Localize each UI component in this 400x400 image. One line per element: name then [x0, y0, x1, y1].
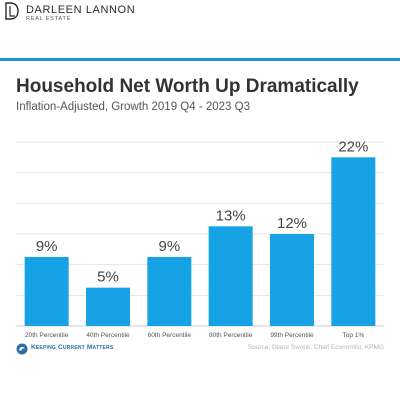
kcm-swirl-icon — [16, 343, 28, 355]
x-tick-label-3: 60th Percentile — [148, 332, 192, 339]
bar-chart: 9% 20th Percentile 5% 40th Percentile 9% 60th… — [0, 122, 400, 344]
x-tick-label-4: 80th Percentile — [209, 332, 253, 339]
bar-chart-svg: 9% 20th Percentile 5% 40th Percentile 9% 60th… — [16, 138, 384, 339]
bar-4 — [208, 226, 253, 326]
x-tick-label-2: 40th Percentile — [86, 332, 130, 339]
chart-subtitle: Inflation-Adjusted, Growth 2019 Q4 - 202… — [16, 101, 250, 113]
source-note: Source: Diane Swonk, Chief Economist, KP… — [247, 344, 384, 351]
dl-monogram-icon — [5, 2, 19, 20]
publisher-name: Keeping Current Matters — [31, 344, 114, 351]
bar-6 — [331, 157, 376, 326]
data-label-6: 22% — [338, 138, 368, 155]
brand-header: DARLEEN LANNON REAL ESTATE — [4, 2, 204, 22]
data-label-2: 5% — [97, 269, 119, 286]
x-tick-label-5: 99th Percentile — [270, 332, 314, 339]
chart-title: Household Net Worth Up Dramatically — [16, 76, 359, 97]
bar-1 — [24, 257, 69, 326]
bar-2 — [86, 287, 130, 326]
accent-bar — [0, 58, 400, 61]
bar-3 — [147, 257, 192, 326]
data-label-4: 13% — [216, 207, 246, 224]
x-tick-label-6: Top 1% — [342, 332, 364, 339]
publisher-logo: Keeping Current Matters — [16, 342, 166, 356]
brand-name: DARLEEN LANNON — [26, 4, 136, 16]
bar-5 — [270, 234, 314, 326]
data-label-3: 9% — [158, 238, 180, 255]
data-label-1: 9% — [36, 238, 58, 255]
x-tick-label-1: 20th Percentile — [25, 332, 69, 339]
brand-tagline: REAL ESTATE — [26, 16, 72, 22]
data-label-5: 12% — [277, 215, 307, 232]
